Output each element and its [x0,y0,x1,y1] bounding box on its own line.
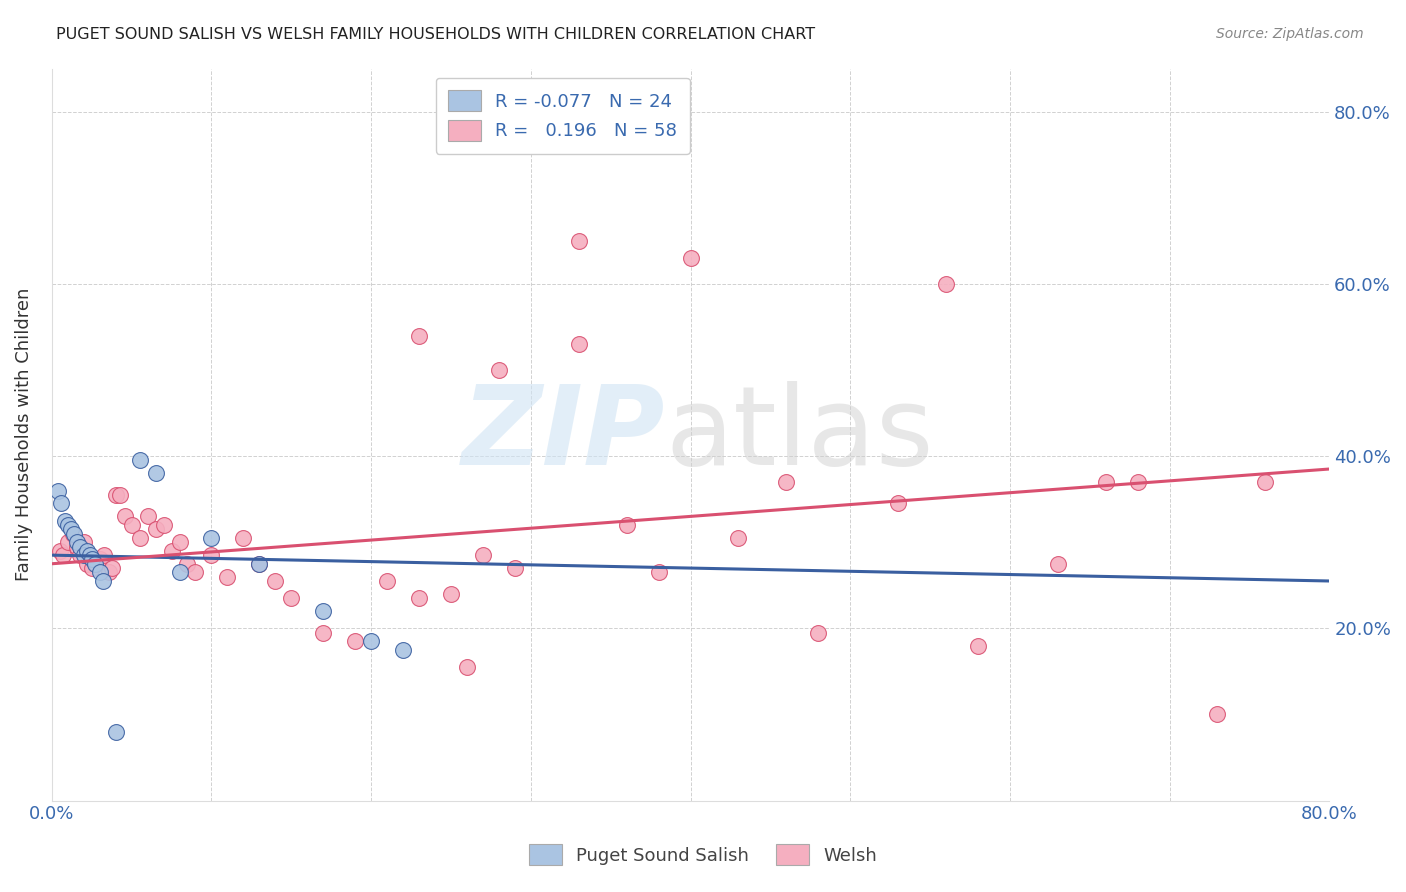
Point [56,535,79,549]
Point [76,557,98,571]
Point [1126,475,1149,489]
Point [727,531,749,545]
Point [56,518,79,533]
Point [408,328,430,343]
Point [128,453,150,467]
Point [616,518,638,533]
Legend: Puget Sound Salish, Welsh: Puget Sound Salish, Welsh [520,835,886,874]
Point [51,496,73,510]
Point [73,548,96,562]
Point [69,548,91,562]
Point [1046,557,1069,571]
Point [456,660,478,674]
Point [264,574,287,588]
Point [169,535,191,549]
Point [89,566,111,580]
Point [79,548,101,562]
Point [568,337,591,351]
Point [775,475,797,489]
Point [136,509,159,524]
Point [59,522,82,536]
Point [200,548,222,562]
Point [312,604,335,618]
Point [83,557,105,571]
Point [647,566,669,580]
Point [98,566,121,580]
Point [73,535,96,549]
Point [1094,475,1116,489]
Text: ZIP: ZIP [461,381,665,488]
Point [360,634,382,648]
Point [503,561,526,575]
Point [232,531,254,545]
Point [145,467,167,481]
Point [91,574,114,588]
Point [69,540,91,554]
Point [145,522,167,536]
Point [104,724,127,739]
Point [104,488,127,502]
Point [935,277,957,291]
Point [48,544,70,558]
Text: atlas: atlas [665,381,934,488]
Point [1206,707,1229,722]
Point [217,570,239,584]
Point [66,535,89,549]
Point [110,488,132,502]
Point [160,544,183,558]
Point [679,251,702,265]
Point [176,557,198,571]
Point [247,557,270,571]
Text: Source: ZipAtlas.com: Source: ZipAtlas.com [1216,27,1364,41]
Point [52,548,75,562]
Y-axis label: Family Households with Children: Family Households with Children [15,288,32,582]
Point [93,548,115,562]
Point [375,574,398,588]
Point [471,548,494,562]
Point [807,625,830,640]
Point [568,234,591,248]
Point [63,526,86,541]
Point [89,552,111,566]
Point [247,557,270,571]
Point [408,591,430,606]
Point [101,561,124,575]
Point [152,518,174,533]
Point [86,557,108,571]
Point [114,509,136,524]
Point [280,591,302,606]
Point [887,496,910,510]
Point [76,544,98,558]
Point [80,552,103,566]
Point [967,639,990,653]
Legend: R = -0.077   N = 24, R =   0.196   N = 58: R = -0.077 N = 24, R = 0.196 N = 58 [436,78,690,153]
Text: PUGET SOUND SALISH VS WELSH FAMILY HOUSEHOLDS WITH CHILDREN CORRELATION CHART: PUGET SOUND SALISH VS WELSH FAMILY HOUSE… [56,27,815,42]
Point [312,625,335,640]
Point [169,566,191,580]
Point [440,587,463,601]
Point [53,514,76,528]
Point [66,540,89,554]
Point [121,518,143,533]
Point [488,363,510,377]
Point [128,531,150,545]
Point [46,483,69,498]
Point [344,634,367,648]
Point [184,566,207,580]
Point [392,643,415,657]
Point [200,531,222,545]
Point [80,561,103,575]
Point [62,526,84,541]
Point [1254,475,1277,489]
